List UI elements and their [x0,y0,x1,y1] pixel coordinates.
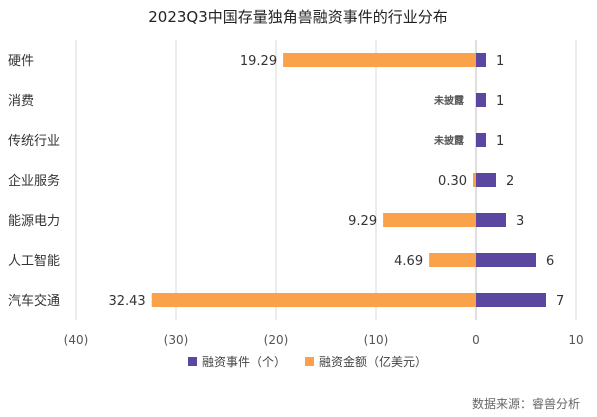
legend: 融资事件（个） 融资金额（亿美元） [188,354,427,369]
x-tick-label: 0 [472,333,480,347]
category-label: 硬件 [8,54,34,69]
event-bar [476,133,486,147]
event-bar [476,173,496,187]
event-bar [476,293,546,307]
legend-swatch [188,357,197,366]
event-label: 6 [546,254,554,269]
amount-label: 未披露 [433,94,465,107]
event-bar [476,253,536,267]
event-label: 1 [496,94,504,109]
legend-label: 融资事件（个） [202,355,286,369]
amount-bar [429,253,476,267]
category-label: 消费 [8,94,34,109]
amount-label: 32.43 [108,294,145,309]
event-label: 1 [496,54,504,69]
event-bar [476,213,506,227]
bars [151,53,546,307]
x-tick-label: (30) [164,333,189,347]
amount-bar [151,293,476,307]
x-axis-ticks: (40) (30) (20) (10) 0 10 [64,333,584,347]
x-tick-label: 10 [568,333,583,347]
amount-label: 19.29 [240,54,277,69]
amount-bar [383,213,476,227]
event-bar [476,93,486,107]
x-tick-label: (10) [364,333,389,347]
event-label: 3 [516,214,524,229]
x-tick-label: (40) [64,333,89,347]
category-label: 传统行业 [8,134,60,149]
value-labels: 19.29 1 未披露 1 未披露 1 0.30 2 9.29 3 4.69 6 32.43 7 [108,54,564,309]
amount-label: 9.29 [348,214,377,229]
legend-label: 融资金额（亿美元） [319,354,427,369]
chart-title: 2023Q3中国存量独角兽融资事件的行业分布 [148,8,448,26]
event-label: 1 [496,134,504,149]
amount-bar [473,173,476,187]
amount-bar [283,53,476,67]
legend-swatch [305,357,314,366]
category-label: 能源电力 [8,214,60,229]
source-note: 数据来源：睿兽分析 [472,396,580,411]
event-label: 7 [556,294,564,309]
category-label: 企业服务 [8,173,60,189]
amount-label: 未披露 [433,134,465,147]
event-bar [476,53,486,67]
category-label: 汽车交通 [8,293,60,309]
event-label: 2 [506,174,514,189]
amount-label: 4.69 [394,254,423,269]
category-label: 人工智能 [8,254,60,269]
gridlines [75,40,577,320]
x-tick-label: (20) [264,333,289,347]
amount-label: 0.30 [438,174,467,189]
